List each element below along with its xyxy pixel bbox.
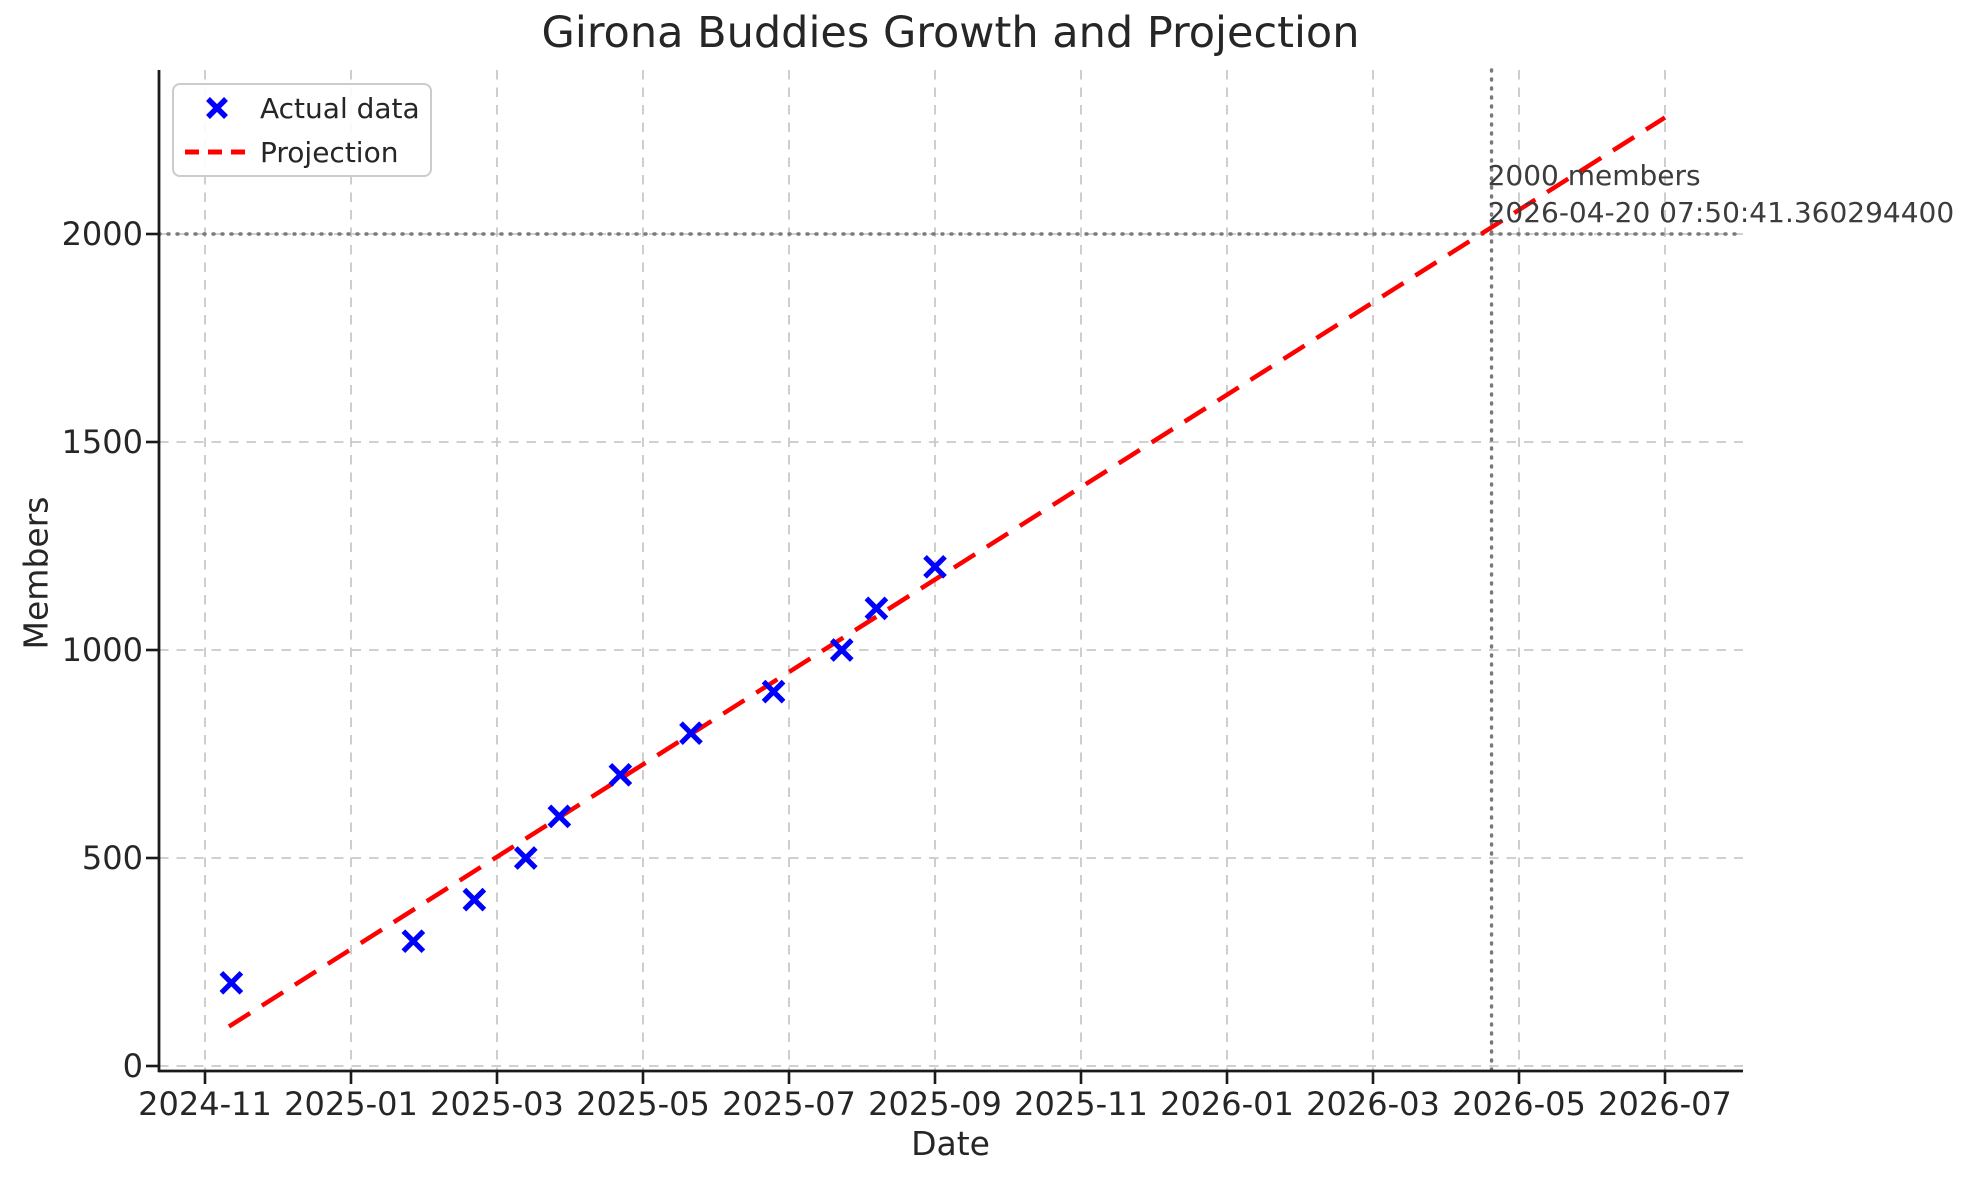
y-tick-label: 500 <box>82 839 143 877</box>
actual-data-point <box>462 887 487 912</box>
y-tick-label: 1500 <box>62 423 143 461</box>
y-axis-label: Members <box>16 496 56 650</box>
actual-data-point <box>829 638 854 662</box>
actual-data-point <box>864 596 889 621</box>
actual-data-point <box>513 846 538 870</box>
milestone-annotation-date: 2026-04-20 07:50:41.360294400 <box>1487 195 1955 229</box>
x-axis-label: Date <box>911 1124 990 1163</box>
actual-data-point <box>608 762 633 787</box>
x-tick-label: 2024-11 <box>138 1085 272 1123</box>
chart-title: Girona Buddies Growth and Projection <box>541 8 1360 58</box>
legend-item-projection: Projection <box>174 132 430 172</box>
x-tick-label: 2026-07 <box>1598 1085 1732 1123</box>
actual-data-point <box>547 804 572 829</box>
actual-data-point <box>679 721 703 746</box>
y-tick-label: 1000 <box>62 631 143 669</box>
actual-data-point <box>923 554 947 579</box>
actual-data-point <box>219 970 244 995</box>
x-tick-label: 2025-07 <box>722 1085 856 1123</box>
milestone-annotation-members: 2000 members <box>1487 159 1701 193</box>
legend-label-actual-data: Actual data <box>260 91 420 125</box>
x-tick-label: 2025-05 <box>576 1085 710 1123</box>
y-tick-label: 0 <box>123 1047 143 1085</box>
legend-label-projection: Projection <box>260 135 399 169</box>
x-tick-label: 2025-11 <box>1014 1085 1148 1123</box>
x-tick-label: 2026-05 <box>1452 1085 1586 1123</box>
x-tick-label: 2026-03 <box>1306 1085 1440 1123</box>
actual-data-point <box>401 929 426 954</box>
milestone-annotation: 2000 members 2026-04-20 07:50:41.3602944… <box>1488 158 1955 232</box>
x-tick-label: 2026-01 <box>1160 1085 1294 1123</box>
x-tick-label: 2025-09 <box>868 1085 1002 1123</box>
x-tick-label: 2025-01 <box>284 1085 418 1123</box>
projection-dashed-line-icon <box>174 148 260 156</box>
actual-data-x-marker-icon <box>174 94 260 122</box>
projection-line <box>227 115 1667 1029</box>
legend-item-actual-data: Actual data <box>174 88 430 128</box>
legend: Actual data Projection <box>172 83 432 177</box>
actual-data-point <box>761 679 786 704</box>
y-tick-label: 2000 <box>62 215 143 253</box>
x-tick-label: 2025-03 <box>430 1085 564 1123</box>
